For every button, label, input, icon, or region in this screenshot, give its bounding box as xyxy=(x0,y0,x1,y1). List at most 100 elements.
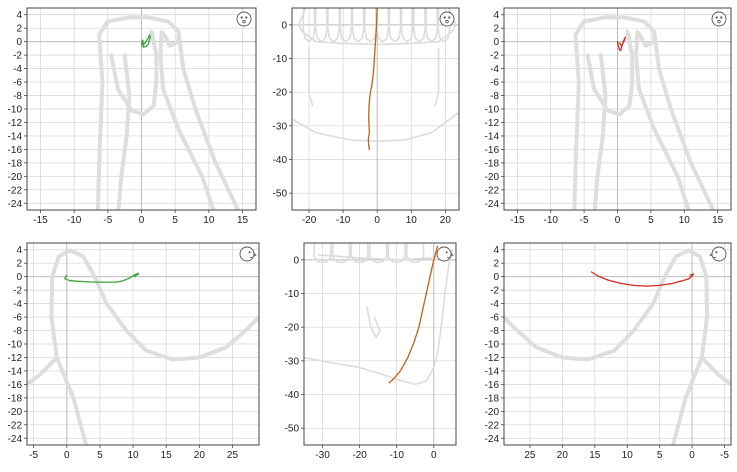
face-mouth-icon xyxy=(717,19,721,24)
x-tick-label: -5 xyxy=(720,450,729,461)
data-point xyxy=(659,284,661,286)
jaw-outline-right xyxy=(652,29,716,210)
data-point xyxy=(371,84,373,86)
plot-frame xyxy=(303,242,457,446)
data-point xyxy=(620,46,623,48)
x-tick-label: 10 xyxy=(679,215,691,226)
data-point xyxy=(368,145,370,147)
data-point xyxy=(646,285,648,287)
jaw-outline-left xyxy=(116,53,132,210)
data-point xyxy=(607,279,609,281)
y-tick-label: 0 xyxy=(16,37,22,48)
jaw-outline-left xyxy=(592,53,608,210)
x-tick-label: 10 xyxy=(127,450,139,461)
y-tick-label: -10 xyxy=(285,289,300,300)
jaw-side-outline xyxy=(49,248,259,445)
anatomy-background xyxy=(95,15,241,210)
data-point xyxy=(624,36,627,38)
data-point xyxy=(122,280,124,282)
y-tick-label: -6 xyxy=(490,78,499,89)
x-tick-label: 5 xyxy=(648,215,654,226)
y-tick-label: -2 xyxy=(13,51,22,62)
jaw-outline-ramus xyxy=(158,30,216,210)
x-tick-label: -30 xyxy=(315,450,330,461)
x-tick-label: 5 xyxy=(172,215,178,226)
data-point xyxy=(620,45,623,47)
chart-panel-p6: 25 20 15 10 5 0 -5420-2-4-6-8-10-12-14-16-18-2… xyxy=(485,242,732,461)
y-tick-label: -12 xyxy=(485,118,500,129)
jaw-outline-inner-loop xyxy=(585,29,635,117)
data-point xyxy=(392,378,394,380)
face-icon xyxy=(439,11,455,27)
data-point xyxy=(597,275,599,277)
y-tick-label: -16 xyxy=(8,380,23,391)
chart-panel-p3: -15 -10 -5 0 5 10 15 4 2 0 -2 -4 -6 -8 -10 -12 -14 -16 -18… xyxy=(485,7,732,226)
y-tick-label: 2 xyxy=(493,259,499,270)
x-tick-label: -5 xyxy=(580,215,589,226)
grid xyxy=(304,243,456,445)
series-group xyxy=(367,8,378,151)
y-tick-label: -8 xyxy=(490,91,499,102)
mandible-right-line xyxy=(434,47,440,107)
y-tick-label: -18 xyxy=(485,393,500,404)
y-tick-label: -6 xyxy=(13,78,22,89)
data-point xyxy=(140,43,143,46)
tooth-outline xyxy=(405,243,425,264)
data-point xyxy=(591,271,593,273)
y-tick-label: -20 xyxy=(273,88,288,99)
data-point xyxy=(618,42,621,44)
data-point xyxy=(375,31,377,33)
face-eye-icon xyxy=(715,16,718,19)
x-tick-label: -15 xyxy=(33,215,48,226)
mandible-lower-line xyxy=(292,111,459,143)
data-point xyxy=(429,276,431,278)
y-tick-label: -22 xyxy=(8,185,23,196)
x-tick-label: -5 xyxy=(103,215,112,226)
mandible-left-line xyxy=(308,47,314,107)
data-point xyxy=(147,37,149,39)
data-point xyxy=(691,275,693,277)
y-tick-label: -16 xyxy=(485,380,500,391)
data-point xyxy=(105,281,108,283)
data-point xyxy=(134,274,136,276)
data-point xyxy=(145,45,147,48)
x-tick-label: 15 xyxy=(237,215,249,226)
y-tick-label: 2 xyxy=(16,24,22,35)
face-eye-icon xyxy=(443,16,446,19)
y-tick-label: -4 xyxy=(13,299,22,310)
data-point xyxy=(133,276,135,278)
data-point xyxy=(436,245,439,247)
face-icon xyxy=(236,11,252,27)
grid xyxy=(504,243,731,445)
data-point xyxy=(368,132,370,134)
series-group xyxy=(616,36,627,52)
y-tick-label: -24 xyxy=(485,434,500,445)
jaw-outline-outer xyxy=(95,15,181,210)
y-tick-label: -22 xyxy=(485,420,500,431)
y-tick-label: -18 xyxy=(8,158,23,169)
data-point xyxy=(433,259,435,261)
x-tick-label: 20 xyxy=(194,450,206,461)
series-group xyxy=(590,271,695,287)
occlusal-line xyxy=(318,248,450,261)
x-tick-label: -20 xyxy=(302,215,317,226)
y-tick-label: -2 xyxy=(490,286,499,297)
y-tick-label: -24 xyxy=(485,199,500,210)
data-point xyxy=(692,273,695,275)
y-tick-label: 4 xyxy=(493,10,499,21)
x-tick-label: 5 xyxy=(97,450,103,461)
y-tick-label: -18 xyxy=(485,158,500,169)
face-icon xyxy=(436,246,452,262)
data-point xyxy=(147,43,149,46)
x-tick-label: 20 xyxy=(557,450,569,461)
data-point xyxy=(422,309,424,311)
chart-panel-p1: -15 -10 -5 0 5 10 15 4 2 0 -2 -4 -6 -8 -10 -12 -14 -16 -18… xyxy=(8,7,257,226)
y-tick-label: -8 xyxy=(13,326,22,337)
series-line xyxy=(140,34,151,48)
y-tick-label: -24 xyxy=(8,199,23,210)
tooth-outline xyxy=(350,243,369,264)
y-tick-label: 4 xyxy=(493,245,499,256)
y-tick-label: -16 xyxy=(8,145,23,156)
